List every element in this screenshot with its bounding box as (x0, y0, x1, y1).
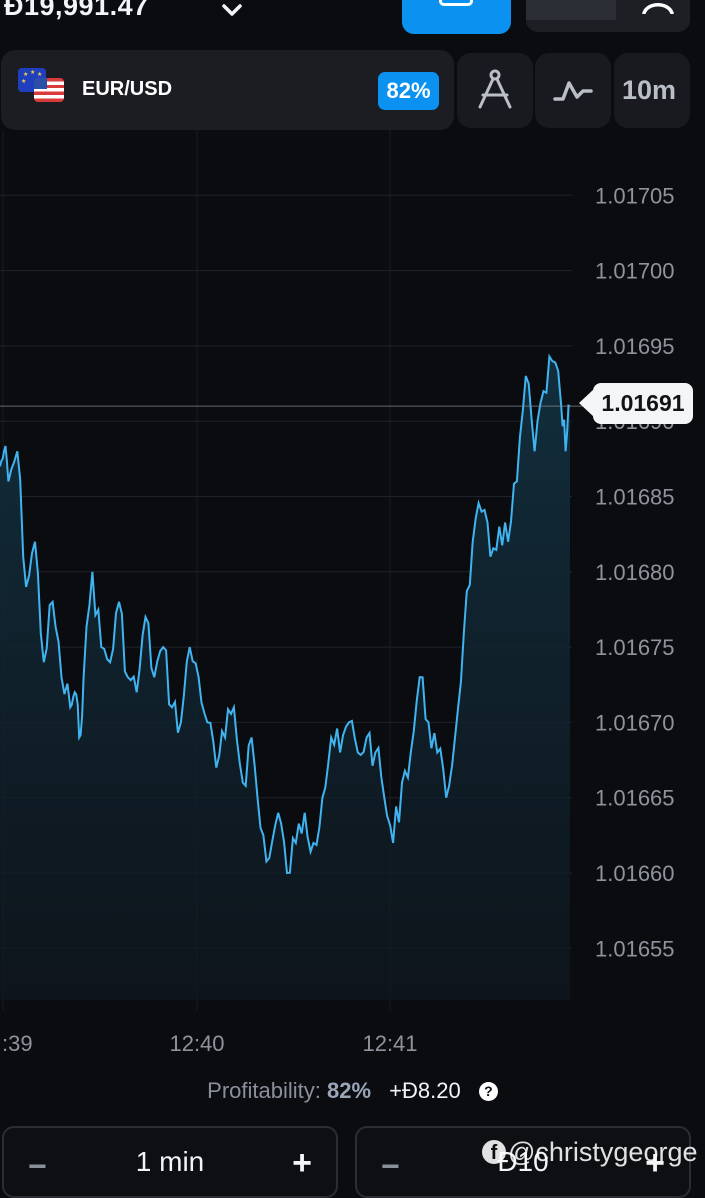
duration-decrease-button[interactable]: − (28, 1148, 47, 1184)
duration-stepper: − 1 min + (2, 1126, 338, 1198)
current-price-marker: 1.01691 (579, 383, 693, 424)
y-tick-label: 1.01655 (595, 936, 675, 961)
us-flag-icon (34, 78, 64, 102)
duration-value[interactable]: 1 min (135, 1146, 205, 1177)
y-tick-label: 1.01695 (595, 334, 675, 359)
payout-badge: 82% (378, 72, 439, 110)
account-button[interactable] (526, 0, 690, 32)
facebook-icon: f (482, 1140, 506, 1164)
chevron-down-icon[interactable] (218, 0, 246, 24)
y-tick-label: 1.01705 (595, 183, 675, 208)
timeframe-button[interactable]: 10m (614, 53, 690, 128)
price-chart[interactable]: 1.017051.017001.016951.016901.016851.016… (0, 130, 705, 1070)
line-chart-icon (553, 81, 593, 101)
y-tick-label: 1.01665 (595, 786, 675, 811)
amount-stepper: − Đ10 + (355, 1126, 691, 1198)
watermark-text: @christygeorge (508, 1137, 698, 1167)
profitability-row: Profitability: 82% +Đ8.20 ? (0, 1078, 705, 1110)
y-tick-label: 1.01660 (595, 861, 675, 886)
indicators-button[interactable] (535, 53, 611, 128)
help-icon[interactable]: ? (478, 1082, 498, 1101)
drawing-tools-button[interactable] (457, 53, 533, 128)
y-tick-label: 1.01680 (595, 560, 675, 585)
amount-increase-button[interactable]: + (645, 1144, 665, 1182)
price-line (0, 353, 571, 875)
y-tick-label: 1.01675 (595, 635, 675, 660)
account-balance[interactable]: Đ19,991.47 (4, 0, 149, 21)
current-price-label: 1.01691 (601, 390, 685, 416)
asset-name: EUR/USD (82, 78, 173, 100)
compass-icon (478, 69, 512, 109)
duration-increase-button[interactable]: + (292, 1144, 312, 1182)
y-tick-label: 1.01700 (595, 259, 675, 284)
x-tick-label: :39 (2, 1031, 33, 1056)
x-tick-label: 12:41 (362, 1031, 417, 1056)
amount-decrease-button[interactable]: − (381, 1148, 400, 1184)
top-bar: Đ19,991.47 (0, 0, 705, 48)
asset-selector[interactable]: ★★★ ★★ EUR/USD 82% (1, 50, 454, 130)
deposit-button[interactable] (402, 0, 511, 34)
price-chart-svg[interactable]: 1.017051.017001.016951.016901.016851.016… (0, 130, 705, 1070)
tray-icon (439, 0, 473, 6)
profitability-label: Profitability: (207, 1078, 321, 1103)
profit-amount: +Đ8.20 (389, 1078, 461, 1103)
x-tick-label: 12:40 (169, 1031, 224, 1056)
timeframe-label: 10m (622, 75, 677, 105)
price-area-fill (0, 356, 570, 1000)
y-tick-label: 1.01685 (595, 485, 675, 510)
user-icon (642, 3, 674, 14)
watermark: f @christygeorge (482, 1137, 698, 1171)
y-tick-label: 1.01670 (595, 710, 675, 735)
profitability-percent: 82% (326, 1078, 372, 1103)
